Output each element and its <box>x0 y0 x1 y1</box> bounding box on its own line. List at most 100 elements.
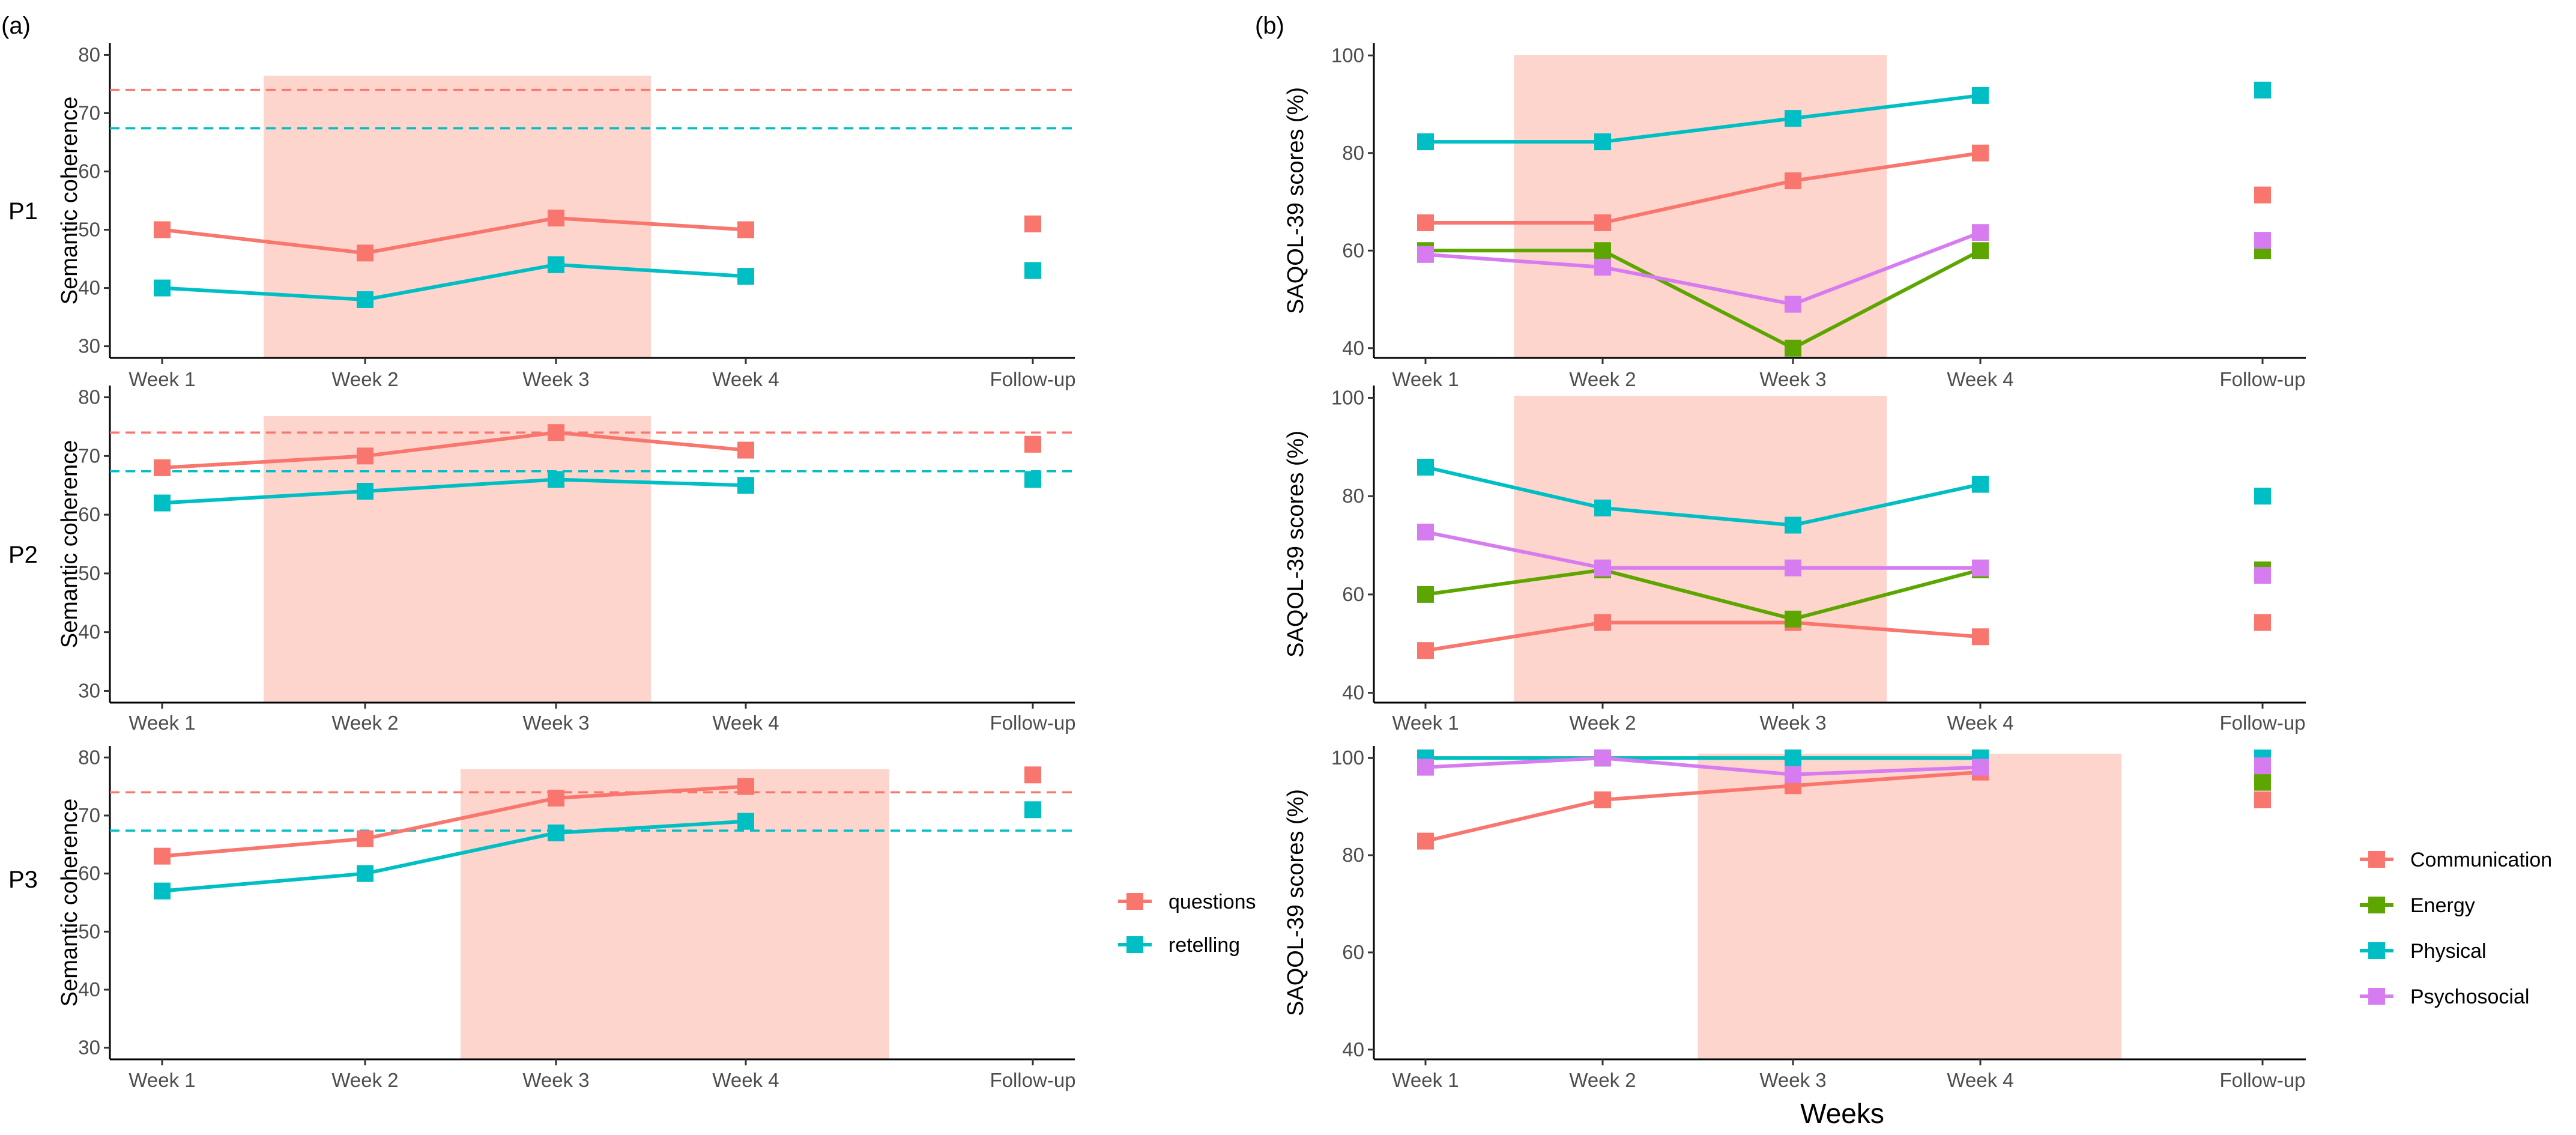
y-tick-label-a-p3-80: 80 <box>78 746 100 768</box>
series-line-a-p3-retelling <box>162 819 746 893</box>
x-tick-label-a-p3-follow-up: Follow-up <box>990 1069 1075 1091</box>
shaded-region-b-p2 <box>1514 396 1887 703</box>
x-tick-label-a-p3-week-2: Week 2 <box>331 1069 398 1091</box>
x-tick-label-b-p2-follow-up: Follow-up <box>2219 712 2305 734</box>
point-b-p2-physical-week-4 <box>1972 476 1989 493</box>
point-a-p1-retelling-week-4 <box>737 268 754 285</box>
series-line-b-p2-psychosocial <box>1425 530 1980 570</box>
shaded-region-b-p3 <box>1698 754 2121 1059</box>
series-line-a-p1-retelling <box>162 262 746 301</box>
legend-b-key-marker-physical <box>2368 942 2385 959</box>
series-line-a-p2-retelling <box>162 477 746 505</box>
point-a-p2-retelling-week-4 <box>737 477 754 494</box>
chart-a-p3: 30 40 50 60 70 80 Week 1 Week 2 Week 3 Week 4 Foll… <box>57 746 1076 1091</box>
point-a-p1-questions-follow-up <box>1024 215 1041 232</box>
point-a-p3-retelling-week-1 <box>154 882 171 900</box>
legend-b-key-marker-psychosocial <box>2368 988 2385 1005</box>
x-tick-label-b-p2-week-3: Week 3 <box>1759 712 1826 734</box>
point-b-p3-energy-follow-up <box>2254 773 2271 791</box>
point-b-p1-energy-week-2 <box>1594 242 1611 259</box>
y-tick-label-b-p2-80: 80 <box>1342 485 1364 507</box>
point-a-p1-questions-week-1 <box>154 221 171 238</box>
point-b-p1-psychosocial-week-3 <box>1785 295 1801 313</box>
series-line-b-p1-psychosocial <box>1425 231 1982 306</box>
point-b-p1-psychosocial-week-2 <box>1594 258 1611 276</box>
x-tick-label-b-p1-week-1: Week 1 <box>1392 368 1459 390</box>
y-tick-label-a-p3-30: 30 <box>78 1037 100 1059</box>
row-label-p2: P2 <box>8 542 38 568</box>
point-b-p1-psychosocial-week-4 <box>1972 224 1989 241</box>
y-tick-label-a-p3-40: 40 <box>78 978 100 1000</box>
y-axis-title-a-p1: Semantic coherence <box>57 97 82 304</box>
series-line-b-p1-physical <box>1426 93 1981 144</box>
point-b-p2-communication-week-1 <box>1417 642 1434 659</box>
point-a-p3-questions-week-3 <box>548 790 564 807</box>
point-a-p2-questions-follow-up <box>1024 435 1041 453</box>
point-b-p1-energy-week-3 <box>1785 339 1801 357</box>
point-a-p3-retelling-follow-up <box>1024 801 1041 819</box>
legend-b-label-communication: Communication <box>2410 849 2552 871</box>
y-tick-label-a-p2-60: 60 <box>78 503 100 525</box>
point-b-p1-communication-week-4 <box>1972 144 1989 162</box>
x-tick-label-a-p1-week-2: Week 2 <box>331 368 398 390</box>
y-tick-label-b-p1-100: 100 <box>1331 44 1364 66</box>
y-axis-title-a-p2: Semantic coherence <box>57 440 82 648</box>
point-b-p2-communication-week-2 <box>1594 614 1611 631</box>
point-b-p1-psychosocial-follow-up <box>2254 232 2271 249</box>
point-b-p2-physical-follow-up <box>2254 488 2271 505</box>
series-line-a-p2-questions <box>162 431 746 470</box>
y-tick-label-a-p3-50: 50 <box>78 920 100 942</box>
shaded-region-a-p2 <box>264 416 651 703</box>
series-line-b-p2-energy <box>1425 568 1981 621</box>
point-b-p2-psychosocial-week-4 <box>1972 559 1989 577</box>
series-line-a-p3-questions <box>162 784 746 858</box>
y-tick-label-b-p3-60: 60 <box>1342 941 1364 963</box>
legend-b-key-marker-energy <box>2368 897 2385 913</box>
point-b-p3-psychosocial-week-2 <box>1594 749 1611 767</box>
x-tick-label-b-p3-week-4: Week 4 <box>1947 1069 2013 1091</box>
legend-b-label-psychosocial: Psychosocial <box>2410 985 2529 1008</box>
point-b-p1-physical-week-1 <box>1417 133 1434 151</box>
x-tick-label-b-p3-week-1: Week 1 <box>1392 1069 1459 1091</box>
chart-a-p1: 30 40 50 60 70 80 Week 1 Week 2 Week 3 Week 4 Foll… <box>57 43 1076 390</box>
y-tick-label-a-p1-50: 50 <box>78 219 100 241</box>
y-tick-label-a-p1-40: 40 <box>78 277 100 299</box>
x-tick-label-b-p1-week-3: Week 3 <box>1759 368 1826 390</box>
shaded-region-a-p1 <box>264 76 651 358</box>
point-a-p1-questions-week-3 <box>548 210 564 227</box>
y-axis-title-b-p2: SAQOL-39 scores (%) <box>1283 431 1308 658</box>
x-tick-label-a-p2-week-2: Week 2 <box>331 712 398 734</box>
point-a-p3-questions-follow-up <box>1024 766 1041 784</box>
y-tick-label-a-p2-30: 30 <box>78 679 100 701</box>
x-tick-label-b-p2-week-1: Week 1 <box>1392 712 1459 734</box>
x-tick-label-b-p1-week-4: Week 4 <box>1947 368 2013 390</box>
y-tick-label-a-p2-50: 50 <box>78 562 100 584</box>
point-b-p1-physical-follow-up <box>2254 81 2271 98</box>
x-tick-label-a-p1-week-1: Week 1 <box>128 368 195 390</box>
y-tick-label-b-p3-100: 100 <box>1331 746 1364 769</box>
y-tick-label-b-p1-80: 80 <box>1342 142 1364 164</box>
point-b-p2-physical-week-2 <box>1594 499 1611 516</box>
x-tick-label-b-p2-week-2: Week 2 <box>1569 712 1636 734</box>
series-line-b-p3-psychosocial <box>1425 756 1981 776</box>
y-axis-title-b-p3: SAQOL-39 scores (%) <box>1283 789 1308 1016</box>
point-b-p2-psychosocial-week-2 <box>1594 559 1611 577</box>
point-a-p1-questions-week-4 <box>737 221 754 238</box>
legend-b-label-energy: Energy <box>2410 894 2475 917</box>
point-b-p2-psychosocial-week-1 <box>1417 523 1434 540</box>
point-a-p2-retelling-follow-up <box>1024 471 1041 488</box>
legend-a-key-marker-questions <box>1126 893 1143 910</box>
shaded-region-a-p3 <box>461 769 889 1059</box>
y-tick-label-b-p2-40: 40 <box>1342 682 1364 704</box>
y-tick-label-a-p2-40: 40 <box>78 621 100 643</box>
y-tick-label-a-p3-60: 60 <box>78 862 100 885</box>
y-tick-label-b-p3-80: 80 <box>1342 844 1364 866</box>
point-a-p2-questions-week-4 <box>737 441 754 459</box>
series-line-b-p1-energy <box>1426 249 1982 350</box>
point-b-p3-communication-week-2 <box>1594 791 1611 808</box>
x-tick-label-b-p1-follow-up: Follow-up <box>2219 368 2305 390</box>
row-label-p3: P3 <box>8 867 38 893</box>
y-axis-title-a-p3: Semantic coherence <box>57 799 82 1006</box>
x-tick-label-a-p1-week-3: Week 3 <box>522 368 589 390</box>
panel-label-b: (b) <box>1255 13 1284 39</box>
